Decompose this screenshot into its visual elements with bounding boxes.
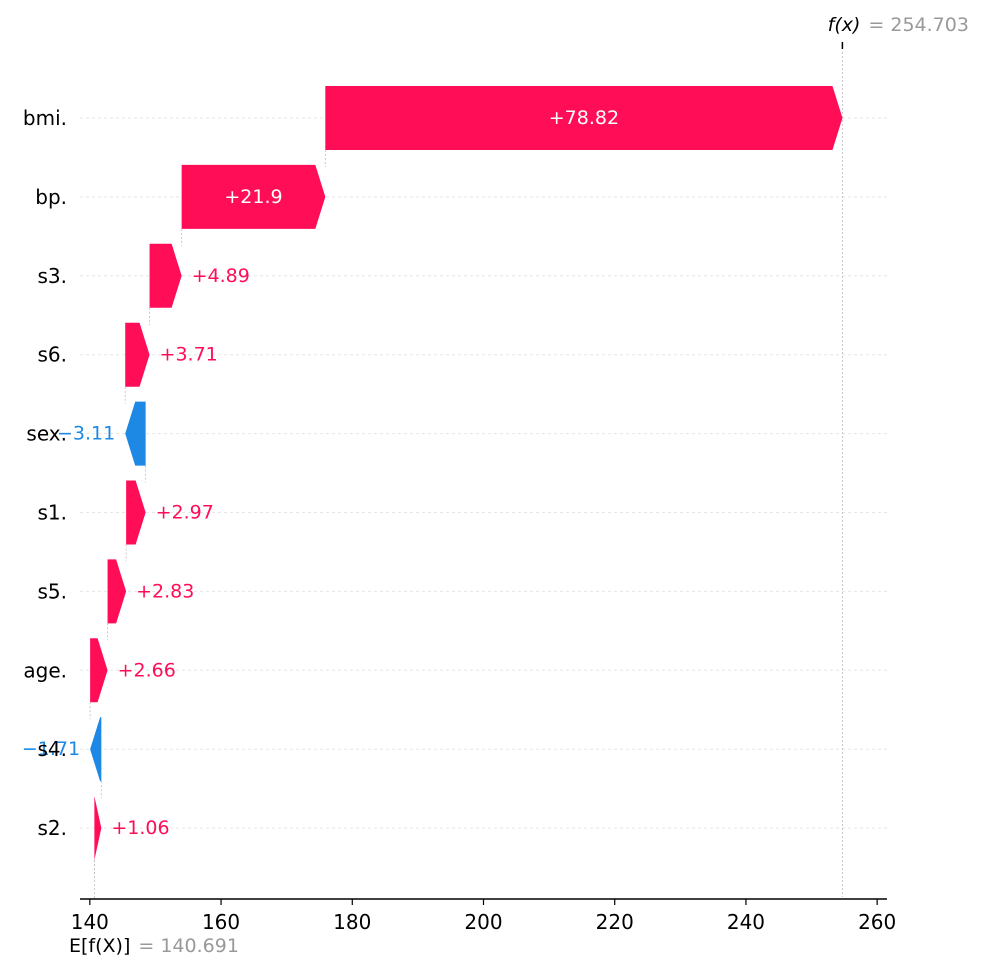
output-value-annotation: f(x) = 254.703 (828, 14, 969, 36)
value-label: −1.71 (22, 738, 80, 760)
feature-label-layer: +78.82bmi.+21.9bp.+4.89s3.+3.71s6.−3.11s… (22, 106, 619, 840)
base-value-annotation: E[f(X)] = 140.691 (69, 935, 239, 957)
value-label: +2.66 (118, 659, 176, 681)
x-tick-label: 160 (202, 910, 240, 934)
bar-s4 (90, 717, 102, 782)
value-label: +21.9 (224, 186, 282, 208)
bar-bmi (325, 86, 843, 150)
feature-label: s4. (37, 737, 67, 761)
feature-label: s5. (37, 579, 67, 603)
x-tick-label: 240 (727, 910, 765, 934)
x-axis: 140 160 180 200 220 240 260 (71, 42, 896, 934)
feature-label: age. (23, 658, 67, 682)
bar-s6 (125, 322, 150, 387)
feature-label: s1. (37, 501, 67, 525)
value-label: +4.89 (192, 265, 250, 287)
bar-s1 (126, 480, 146, 545)
feature-label: s2. (37, 816, 67, 840)
value-label: −3.11 (57, 423, 115, 445)
x-tick-label: 220 (596, 910, 634, 934)
feature-label: sex. (26, 422, 67, 446)
feature-label: bmi. (23, 106, 67, 130)
bar-s2 (94, 796, 102, 861)
value-label: +78.82 (549, 107, 619, 129)
value-label: +3.71 (160, 344, 218, 366)
bar-sex (125, 401, 146, 466)
value-label: +2.83 (136, 580, 194, 602)
bar-s5 (107, 559, 127, 624)
connector-layer (89, 52, 843, 899)
bar-bp (181, 164, 326, 229)
value-label: +1.06 (111, 817, 169, 839)
bar-s3 (149, 243, 182, 308)
feature-label: s6. (37, 343, 67, 367)
bar-age (90, 638, 108, 703)
x-tick-label: 180 (333, 910, 371, 934)
feature-label: bp. (35, 185, 67, 209)
feature-label: s3. (37, 264, 67, 288)
output-value: = 254.703 (868, 14, 969, 36)
bar-layer (90, 86, 843, 861)
output-label: f(x) (828, 14, 861, 36)
x-tick-label: 260 (858, 910, 896, 934)
x-tick-label: 200 (464, 910, 502, 934)
base-label: E[f(X)] (69, 935, 130, 957)
value-label: +2.97 (156, 502, 214, 524)
x-tick-label: 140 (71, 910, 109, 934)
base-value: = 140.691 (138, 935, 239, 957)
